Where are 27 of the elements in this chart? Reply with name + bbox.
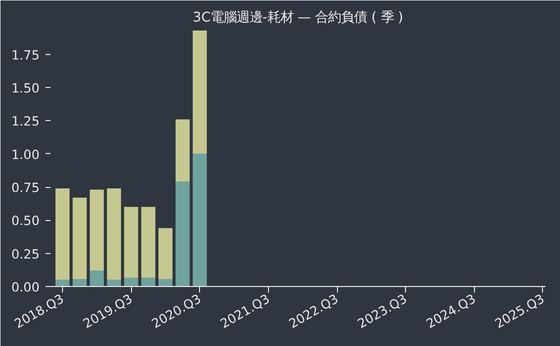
bar	[141, 278, 156, 286]
y-tick-label: 0.00	[11, 280, 40, 294]
bar	[176, 182, 190, 286]
bar	[141, 206, 156, 278]
y-tick-label: 1.50	[11, 80, 40, 96]
bar	[192, 154, 207, 286]
bar	[158, 279, 172, 286]
y-tick-label: 1.25	[11, 114, 40, 129]
bar	[72, 198, 87, 280]
y-tick-label: 1.00	[11, 146, 40, 162]
bar	[192, 30, 207, 154]
bar	[106, 280, 122, 286]
y-tick-label: 1.75	[11, 47, 40, 62]
bar	[90, 270, 104, 286]
y-tick-label: 0.25	[11, 246, 40, 262]
bar	[124, 206, 138, 278]
bar	[158, 228, 172, 280]
bar	[176, 119, 190, 182]
chart-title: 3C電腦週邊-耗材 — 合約負債 ( 季 )	[192, 10, 404, 26]
bar	[106, 188, 122, 280]
y-tick-label: 0.50	[11, 213, 40, 228]
bar	[124, 278, 138, 286]
bar	[55, 280, 70, 286]
bar	[72, 279, 87, 286]
y-tick-label: 0.75	[11, 180, 40, 196]
bar	[90, 190, 104, 271]
bar	[55, 188, 70, 280]
